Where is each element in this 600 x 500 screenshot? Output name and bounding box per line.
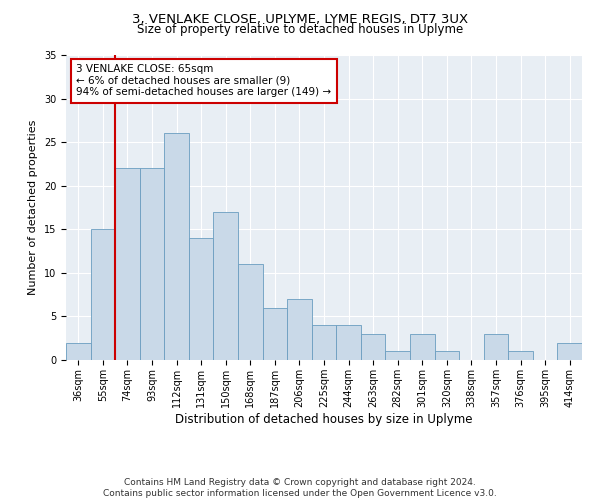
Bar — [263, 308, 287, 360]
Bar — [238, 264, 263, 360]
Bar — [336, 325, 361, 360]
Bar — [214, 212, 238, 360]
Bar — [312, 325, 336, 360]
Text: Contains HM Land Registry data © Crown copyright and database right 2024.
Contai: Contains HM Land Registry data © Crown c… — [103, 478, 497, 498]
Bar — [91, 230, 115, 360]
Bar — [189, 238, 214, 360]
Bar — [484, 334, 508, 360]
Text: 3 VENLAKE CLOSE: 65sqm
← 6% of detached houses are smaller (9)
94% of semi-detac: 3 VENLAKE CLOSE: 65sqm ← 6% of detached … — [76, 64, 331, 98]
Bar — [115, 168, 140, 360]
Bar — [287, 299, 312, 360]
Bar — [66, 342, 91, 360]
X-axis label: Distribution of detached houses by size in Uplyme: Distribution of detached houses by size … — [175, 412, 473, 426]
Text: Size of property relative to detached houses in Uplyme: Size of property relative to detached ho… — [137, 22, 463, 36]
Y-axis label: Number of detached properties: Number of detached properties — [28, 120, 38, 295]
Bar — [434, 352, 459, 360]
Bar — [140, 168, 164, 360]
Bar — [385, 352, 410, 360]
Bar — [508, 352, 533, 360]
Bar — [410, 334, 434, 360]
Bar — [361, 334, 385, 360]
Bar — [164, 134, 189, 360]
Text: 3, VENLAKE CLOSE, UPLYME, LYME REGIS, DT7 3UX: 3, VENLAKE CLOSE, UPLYME, LYME REGIS, DT… — [132, 12, 468, 26]
Bar — [557, 342, 582, 360]
